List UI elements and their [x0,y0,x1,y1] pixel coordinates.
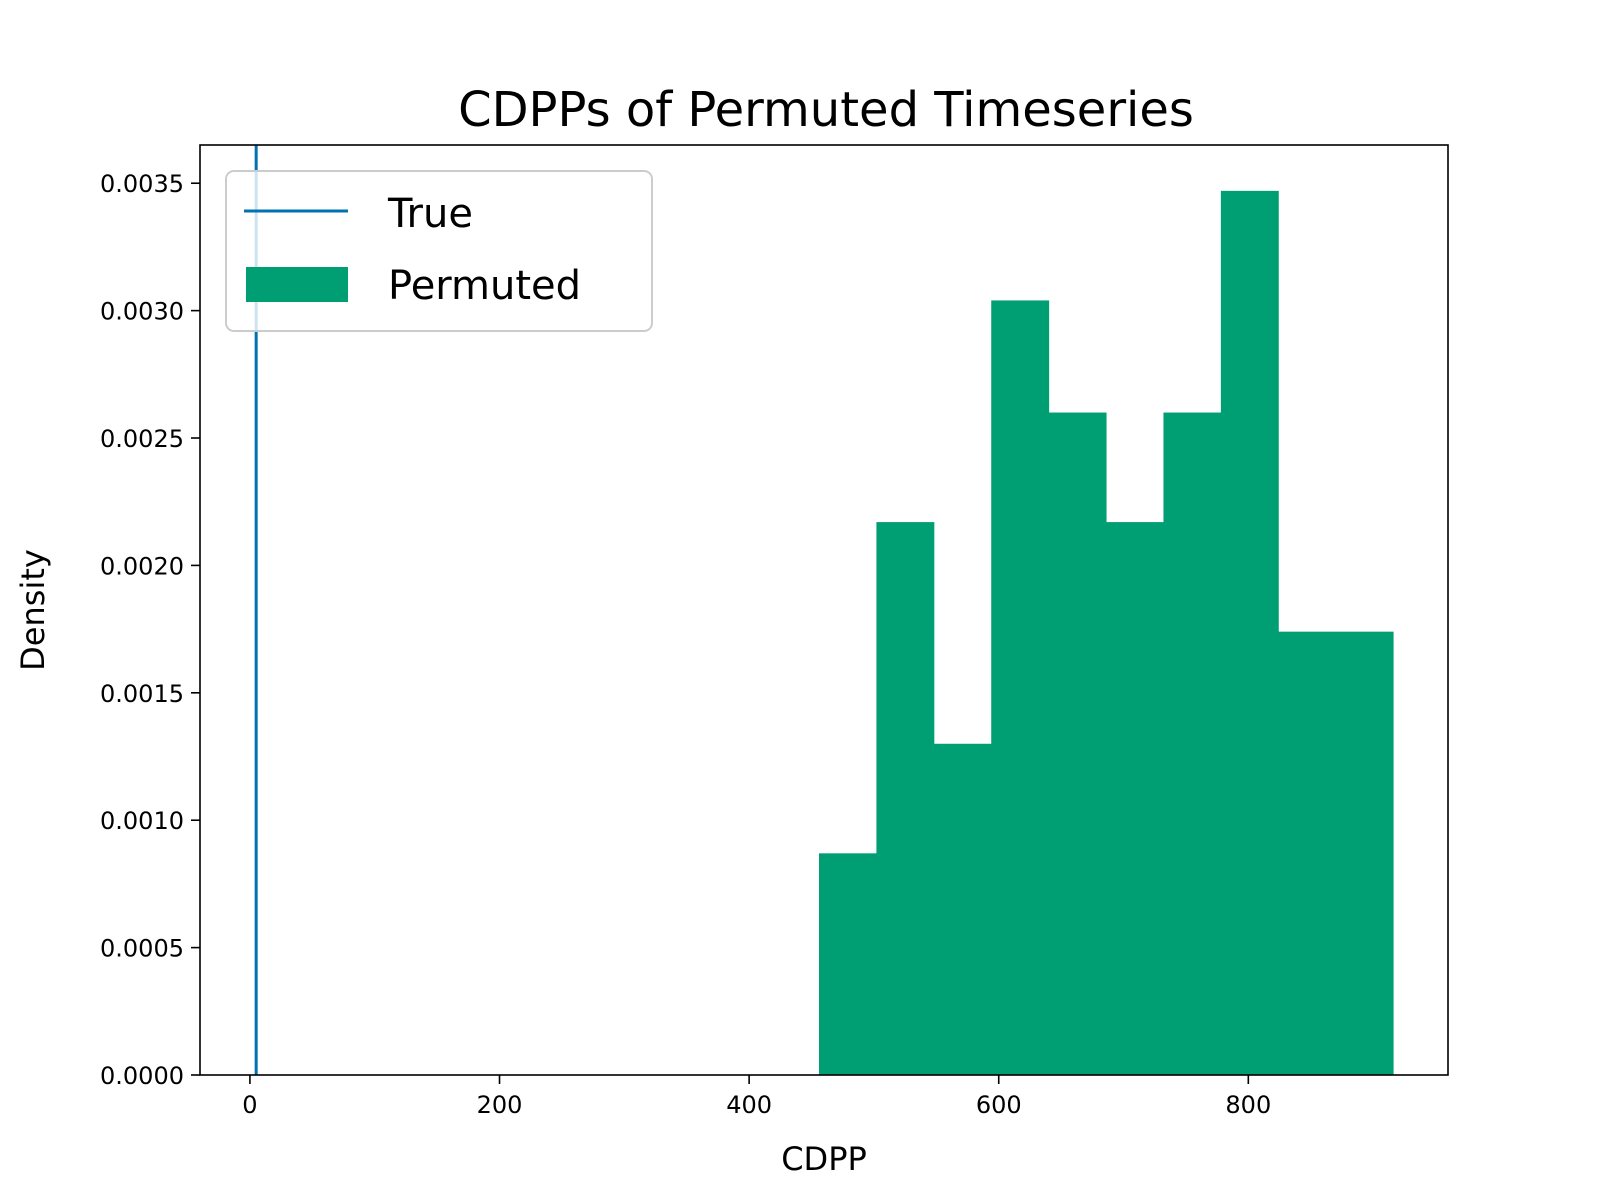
legend-true-label: True [387,191,473,237]
histogram-bar [876,522,935,1075]
y-tick-label: 0.0030 [100,298,184,326]
y-tick-label: 0.0020 [100,552,184,580]
x-axis-ticks: 0 200 400 600 800 [242,1075,1271,1119]
histogram-bar [1048,412,1107,1075]
x-tick-label: 400 [726,1091,772,1119]
legend: True Permuted [225,170,653,332]
y-tick-label: 0.0005 [100,935,184,963]
histogram-bars [819,190,1394,1075]
x-tick-label: 600 [976,1091,1022,1119]
histogram-bar [1106,522,1164,1075]
y-tick-label: 0.0035 [100,170,184,198]
y-axis-ticks: 0.0000 0.0005 0.0010 0.0015 0.0020 0.0025 0.00… [100,170,200,1090]
y-tick-label: 0.0000 [100,1062,184,1090]
y-tick-label: 0.0015 [100,680,184,708]
plot-frame [199,144,1449,1076]
histogram-bar [1335,631,1394,1075]
x-tick-label: 800 [1225,1091,1271,1119]
y-axis-label: Density [14,549,52,671]
histogram-bar [1163,412,1222,1075]
x-axis-label: CDPP [781,1140,867,1178]
y-tick-label: 0.0010 [100,807,184,835]
chart-title: CDPPs of Permuted Timeseries [458,82,1194,138]
histogram-bar [991,300,1050,1075]
x-tick-label: 200 [477,1091,523,1119]
histogram-bar [819,853,877,1075]
legend-permuted-patch-swatch [246,267,348,302]
histogram-bar [933,743,992,1075]
x-tick-label: 0 [242,1091,257,1119]
y-tick-label: 0.0025 [100,425,184,453]
legend-permuted-label: Permuted [388,263,581,309]
histogram-bar [1278,631,1337,1075]
histogram-bar [1220,190,1279,1075]
